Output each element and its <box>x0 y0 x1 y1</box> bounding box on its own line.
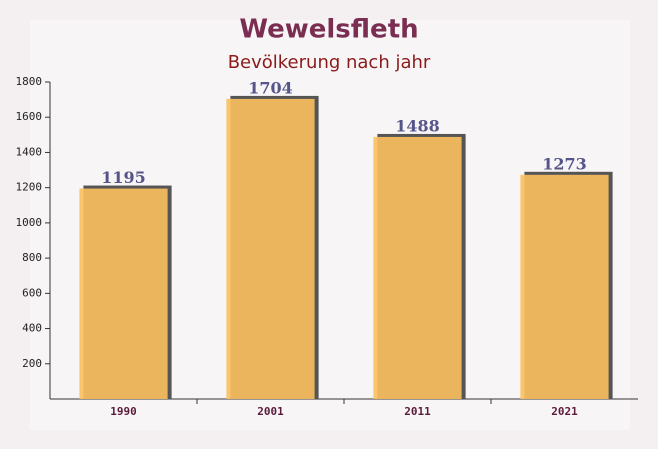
y-tick-label: 600 <box>22 286 42 299</box>
y-tick-label: 1000 <box>16 216 43 229</box>
y-tick-label: 1200 <box>16 181 43 194</box>
y-tick-label: 1600 <box>16 110 43 123</box>
x-tick-label: 2001 <box>257 405 284 418</box>
y-tick-label: 200 <box>22 357 42 370</box>
x-tick-label: 2011 <box>404 405 431 418</box>
y-tick-label: 1400 <box>16 145 43 158</box>
value-label: 1195 <box>101 168 146 187</box>
chart-title: Wewelsfleth <box>239 15 418 45</box>
bar <box>520 174 609 399</box>
chart-subtitle: Bevölkerung nach jahr <box>228 52 431 73</box>
bar <box>226 98 315 399</box>
y-tick-label: 1800 <box>16 75 43 88</box>
y-tick-label: 400 <box>22 322 42 335</box>
bar <box>79 188 168 399</box>
value-label: 1273 <box>542 154 587 173</box>
x-tick-label: 2021 <box>551 405 578 418</box>
value-label: 1704 <box>248 78 293 97</box>
value-label: 1488 <box>395 116 440 135</box>
bar <box>373 136 462 400</box>
y-tick-label: 800 <box>22 251 42 264</box>
x-tick-label: 1990 <box>110 405 137 418</box>
